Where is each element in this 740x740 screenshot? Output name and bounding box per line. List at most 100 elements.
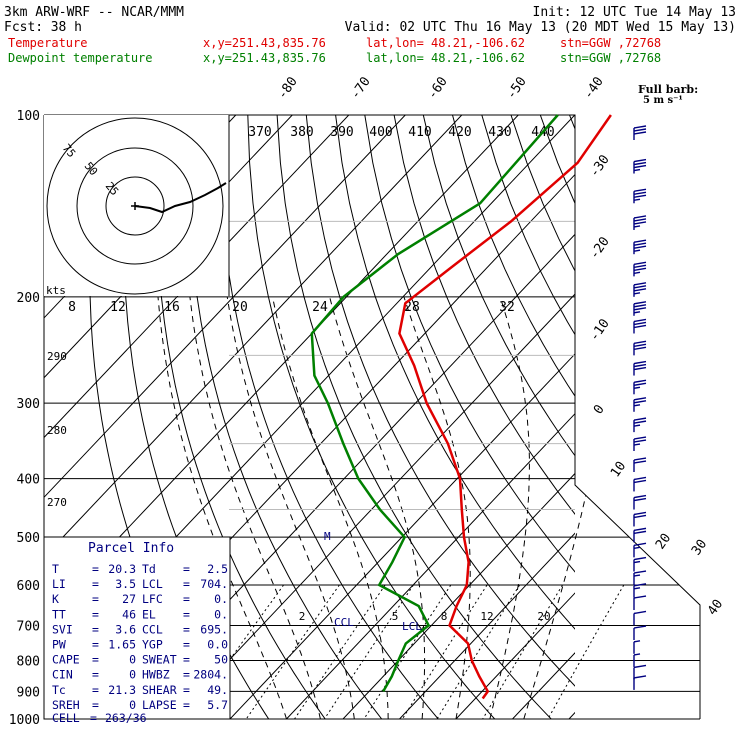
mixing-ratio-line <box>294 584 386 719</box>
isotherm-line <box>286 412 575 719</box>
isotherm-label: -60 <box>425 74 451 102</box>
pressure-label-600: 600 <box>17 579 40 594</box>
parcel-key: LCL <box>142 577 163 591</box>
theta-label: 420 <box>448 125 471 140</box>
hodo-ring-75 <box>46 117 224 295</box>
theta-label: 380 <box>290 125 313 140</box>
hodo-ring-25 <box>105 176 165 236</box>
moist-adiabat <box>403 296 471 719</box>
wind-barb <box>633 436 647 452</box>
wind-barb <box>633 476 647 492</box>
parcel-key: CAPE <box>52 653 80 667</box>
hodo-ring-50 <box>76 147 194 265</box>
wind-barb <box>633 282 647 297</box>
dry-adiabat <box>393 115 575 515</box>
isotherm-line <box>173 293 575 719</box>
dry-adiabat <box>569 115 575 131</box>
parcel-equals: = <box>183 562 190 576</box>
wind-barb <box>633 610 647 626</box>
parcel-value: 46 <box>122 607 136 621</box>
wind-barb <box>633 261 647 277</box>
dewpoint-latlon: lat,lon= 48.21,-106.62 <box>366 51 525 65</box>
parcel-equals: = <box>92 592 99 606</box>
hodograph-trace <box>134 182 227 214</box>
pressure-label-100: 100 <box>17 109 40 124</box>
parcel-key: Td <box>142 562 156 576</box>
m-marker: M <box>324 530 331 543</box>
theta-label: 410 <box>408 125 431 140</box>
theta-label: 430 <box>488 125 511 140</box>
wind-barb <box>633 417 647 433</box>
wind-barb <box>633 457 647 473</box>
wind-barb <box>633 125 647 141</box>
theta-left-label: 280 <box>47 424 67 437</box>
hodo-speed-labels: 8 12 16 20 24 28 32 <box>68 300 515 315</box>
moist-adiabat <box>226 296 355 719</box>
moist-adiabat <box>189 296 321 719</box>
parcel-value: 1.65 <box>108 638 136 652</box>
parcel-key: LI <box>52 577 66 591</box>
theta-label: 400 <box>369 125 392 140</box>
mixing-ratio-line <box>482 584 563 719</box>
wind-barb <box>633 239 647 255</box>
parcel-equals: = <box>92 698 99 712</box>
dewpoint-station: stn=GGW ,72768 <box>560 51 661 65</box>
parcel-value: 20.3 <box>108 562 136 576</box>
parcel-value: 704. <box>200 577 228 591</box>
parcel-equals: = <box>92 683 99 697</box>
wind-barb <box>633 625 647 641</box>
mixing-ratio-label: 12 <box>480 610 493 623</box>
parcel-value: 2.5 <box>207 562 228 576</box>
parcel-info-title: Parcel Info <box>88 541 174 556</box>
parcel-key: CIN <box>52 668 73 682</box>
parcel-value: 695. <box>200 622 228 636</box>
isotherm-label: 40 <box>705 597 726 618</box>
parcel-value: 49. <box>207 683 228 697</box>
dewpoint-legend: Dewpoint temperature <box>8 51 153 65</box>
temperature-legend: Temperature <box>8 36 87 50</box>
parcel-key: SVI <box>52 622 73 636</box>
parcel-equals: = <box>183 592 190 606</box>
wind-barb <box>633 158 647 174</box>
parcel-key: SREH <box>52 698 80 712</box>
temperature-station: stn=GGW ,72768 <box>560 36 661 50</box>
parcel-key: SWEAT <box>142 653 177 667</box>
parcel-value: 50 <box>214 653 228 667</box>
mixing-ratio-labels: 2 5 8 12 20 <box>299 610 551 623</box>
parcel-key: SHEAR <box>142 683 177 697</box>
hodo-axis-label: 8 <box>68 300 76 315</box>
isotherm-line <box>44 115 350 439</box>
pressure-label-1000: 1000 <box>9 713 40 728</box>
theta-label: 370 <box>248 125 271 140</box>
mixing-ratio-line <box>547 584 625 719</box>
pressure-label-500: 500 <box>17 531 40 546</box>
hodograph: 75 50 25 kts <box>44 115 230 297</box>
wind-barb <box>633 595 647 611</box>
parcel-key: CCL <box>142 622 163 636</box>
isotherm-label: -70 <box>348 74 374 102</box>
init-time: Init: 12 UTC Tue 14 May 13 <box>533 5 737 20</box>
parcel-key: HWBZ <box>142 668 170 682</box>
isotherm-line <box>512 652 575 719</box>
full-barb-label: Full barb: <box>638 83 698 96</box>
parcel-value: 0.0 <box>207 638 228 652</box>
dry-adiabat <box>187 115 383 719</box>
isotherm-line <box>342 472 575 719</box>
wind-barb <box>633 583 647 598</box>
isobar-lines <box>44 114 700 720</box>
parcel-equals: = <box>183 698 190 712</box>
isotherm-label: -40 <box>581 74 607 102</box>
isotherm-line <box>626 115 740 719</box>
hodo-axis-label: 28 <box>404 300 420 315</box>
parcel-key: PW <box>52 638 66 652</box>
valid-time: Valid: 02 UTC Thu 16 May 13 (20 MDT Wed … <box>345 20 736 35</box>
dry-adiabat <box>155 115 326 719</box>
dry-adiabat <box>657 115 740 719</box>
wind-barbs <box>633 125 647 690</box>
wind-barb <box>633 301 647 316</box>
parcel-key: TT <box>52 607 66 621</box>
isotherm-line <box>568 711 575 719</box>
theta-left-label: 270 <box>47 496 67 509</box>
parcel-value: 0. <box>214 592 228 606</box>
mixing-ratio-label: 8 <box>441 610 448 623</box>
